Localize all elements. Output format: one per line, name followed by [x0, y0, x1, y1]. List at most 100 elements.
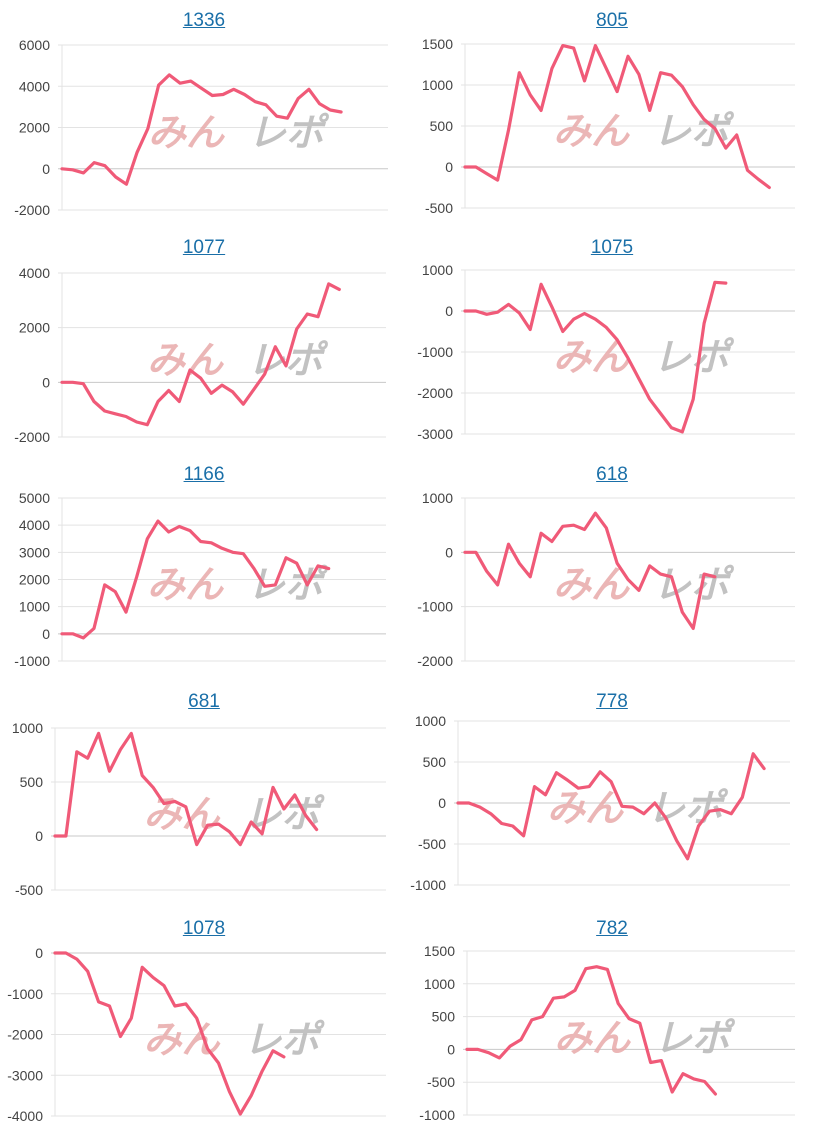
line-chart: 5000 4000 3000 2000 1000 0 -1000 みん レポ [14, 490, 386, 669]
line-chart: 1000 0 -1000 -2000 -3000 みん レポ [417, 262, 795, 442]
watermark-text-part-a: みん [144, 792, 221, 836]
watermark-text-part-b: レポ [244, 1018, 326, 1062]
watermark-text-part-a: みん [554, 1016, 631, 1060]
y-tick-label: -500 [418, 836, 446, 852]
watermark: みん レポ [553, 563, 735, 607]
watermark: みん レポ [147, 338, 329, 382]
watermark: みん レポ [553, 109, 735, 153]
y-tick-label: -2000 [7, 1027, 43, 1043]
y-tick-label: 500 [430, 118, 454, 134]
watermark-text-part-b: レポ [653, 109, 735, 153]
y-tick-label: -1000 [419, 1107, 455, 1123]
y-tick-label: 1000 [422, 77, 453, 93]
y-tick-label: 500 [20, 774, 44, 790]
line-chart: 4000 2000 0 -2000 みん レポ [14, 265, 386, 445]
watermark-text-part-a: みん [553, 109, 630, 153]
watermark-text-part-a: みん [147, 338, 224, 382]
y-tick-label: 3000 [19, 544, 50, 560]
y-tick-label: -2000 [14, 429, 50, 445]
y-tick-label: -2000 [417, 653, 453, 669]
y-tick-label: -500 [15, 882, 43, 898]
series-line [60, 73, 343, 186]
line-chart: 1500 1000 500 0 -500 -1000 みん レポ [419, 943, 795, 1123]
y-tick-label: -3000 [417, 426, 453, 442]
y-tick-label: -1000 [14, 653, 50, 669]
y-tick-label: -1000 [417, 344, 453, 360]
y-tick-label: 6000 [19, 37, 50, 53]
y-tick-label: 1500 [424, 943, 455, 959]
chart-title-link[interactable]: 782 [596, 918, 628, 939]
y-tick-label: -1000 [410, 877, 446, 893]
y-tick-label: -2000 [14, 202, 50, 218]
watermark: みん レポ [553, 335, 735, 379]
y-tick-label: 1000 [422, 262, 453, 278]
series-line [60, 282, 341, 427]
chart-panel: 782 1500 1000 500 0 -500 -1000 みん レポ [408, 908, 816, 1135]
series-line [463, 280, 728, 434]
watermark-text-part-b: レポ [653, 563, 735, 607]
watermark-text-part-a: みん [553, 563, 630, 607]
watermark-text-part-a: みん [148, 111, 225, 155]
line-chart: 0 -1000 -2000 -3000 -4000 みん レポ [7, 945, 386, 1124]
chart-title-link[interactable]: 1166 [183, 464, 225, 485]
y-tick-label: 500 [423, 754, 447, 770]
watermark-text-part-b: レポ [647, 786, 729, 830]
chart-title-link[interactable]: 618 [596, 464, 628, 485]
y-tick-label: 4000 [19, 265, 50, 281]
series-line [463, 511, 717, 630]
line-chart: 1500 1000 500 0 -500 みん レポ [422, 36, 795, 216]
y-tick-label: 0 [35, 828, 43, 844]
y-tick-label: 2000 [19, 572, 50, 588]
y-tick-label: 1500 [422, 36, 453, 52]
y-tick-label: 0 [447, 1041, 455, 1057]
y-tick-label: -4000 [7, 1108, 43, 1124]
y-tick-label: 0 [445, 303, 453, 319]
chart-panel: 618 1000 0 -1000 -2000 みん レポ [408, 454, 816, 681]
y-tick-label: -500 [425, 200, 453, 216]
y-tick-label: 0 [42, 374, 50, 390]
y-tick-label: 4000 [19, 517, 50, 533]
watermark-text-part-b: レポ [654, 1016, 736, 1060]
chart-panel: 778 1000 500 0 -500 -1000 みん レポ [408, 681, 816, 908]
line-chart: 1000 0 -1000 -2000 みん レポ [417, 490, 795, 669]
line-chart: 1000 500 0 -500 -1000 みん レポ [410, 713, 790, 893]
y-tick-label: 0 [35, 945, 43, 961]
y-tick-label: -1000 [417, 599, 453, 615]
y-tick-label: -500 [427, 1074, 455, 1090]
y-tick-label: -2000 [417, 385, 453, 401]
y-tick-label: -3000 [7, 1067, 43, 1083]
y-tick-label: 0 [445, 159, 453, 175]
chart-title-link[interactable]: 1078 [182, 918, 226, 939]
y-tick-label: 0 [445, 544, 453, 560]
y-tick-label: 500 [432, 1009, 456, 1025]
watermark: みん レポ [147, 563, 329, 607]
y-tick-label: 0 [42, 626, 50, 642]
watermark: みん レポ [547, 786, 729, 830]
y-tick-label: 1000 [19, 599, 50, 615]
chart-panel: 1078 0 -1000 -2000 -3000 -4000 みん レポ [0, 908, 408, 1135]
watermark-text-part-a: みん [147, 563, 224, 607]
y-tick-label: 5000 [19, 490, 50, 506]
series-line [60, 519, 331, 640]
series-line [463, 43, 771, 190]
y-tick-label: 1000 [415, 713, 446, 729]
chart-panel: 1077 4000 2000 0 -2000 みん レポ [0, 227, 408, 454]
chart-title-link[interactable]: 681 [188, 691, 220, 712]
chart-title-link[interactable]: 778 [596, 691, 628, 712]
series-line [53, 951, 286, 1116]
chart-title-link[interactable]: 805 [596, 10, 628, 31]
y-tick-label: 1000 [422, 490, 453, 506]
watermark-text-part-a: みん [547, 786, 624, 830]
y-tick-label: 1000 [12, 720, 43, 736]
y-tick-label: 2000 [19, 120, 50, 136]
watermark-text-part-a: みん [144, 1018, 221, 1062]
series-line [456, 752, 766, 861]
y-tick-label: 2000 [19, 320, 50, 336]
chart-title-link[interactable]: 1336 [182, 10, 226, 31]
chart-panel: 1166 5000 4000 3000 2000 1000 0 -1000 みん レポ [0, 454, 408, 681]
chart-title-link[interactable]: 1077 [182, 237, 226, 258]
line-chart: 1000 500 0 -500 みん レポ [12, 720, 386, 898]
y-tick-label: 0 [42, 161, 50, 177]
y-tick-label: -1000 [7, 986, 43, 1002]
chart-title-link[interactable]: 1075 [590, 237, 634, 258]
